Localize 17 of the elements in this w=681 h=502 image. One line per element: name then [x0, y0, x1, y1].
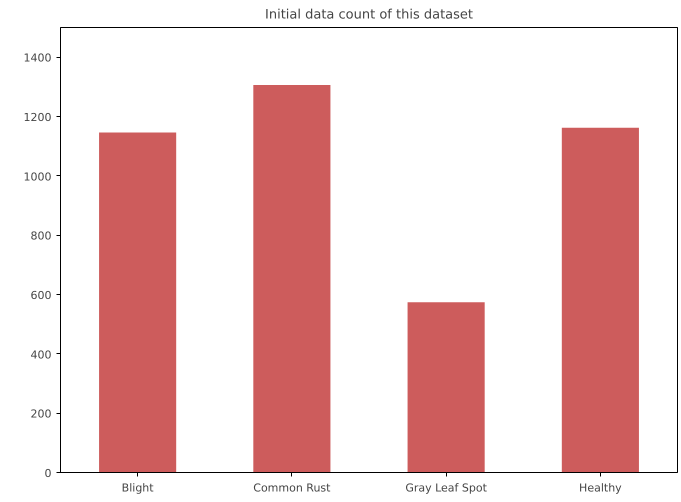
y-tick-label: 1400: [24, 52, 52, 65]
y-tick-label: 800: [30, 230, 52, 243]
bar: [253, 85, 330, 472]
y-tick-label: 1000: [24, 170, 52, 184]
bar: [562, 128, 639, 472]
y-tick-label: 0: [44, 467, 52, 480]
x-tick-label: Blight: [122, 482, 154, 494]
x-tick-label: Common Rust: [253, 482, 332, 494]
chart-title: Initial data count of this dataset: [265, 8, 474, 22]
x-tick-label: Gray Leaf Spot: [405, 482, 488, 494]
x-tick-label: Healthy: [579, 482, 622, 494]
y-tick-label: 1200: [24, 111, 52, 124]
y-tick-label: 200: [30, 408, 52, 421]
bar: [408, 302, 485, 472]
y-tick-label: 400: [30, 348, 52, 362]
y-tick-label: 600: [30, 289, 52, 302]
bar: [99, 132, 176, 472]
